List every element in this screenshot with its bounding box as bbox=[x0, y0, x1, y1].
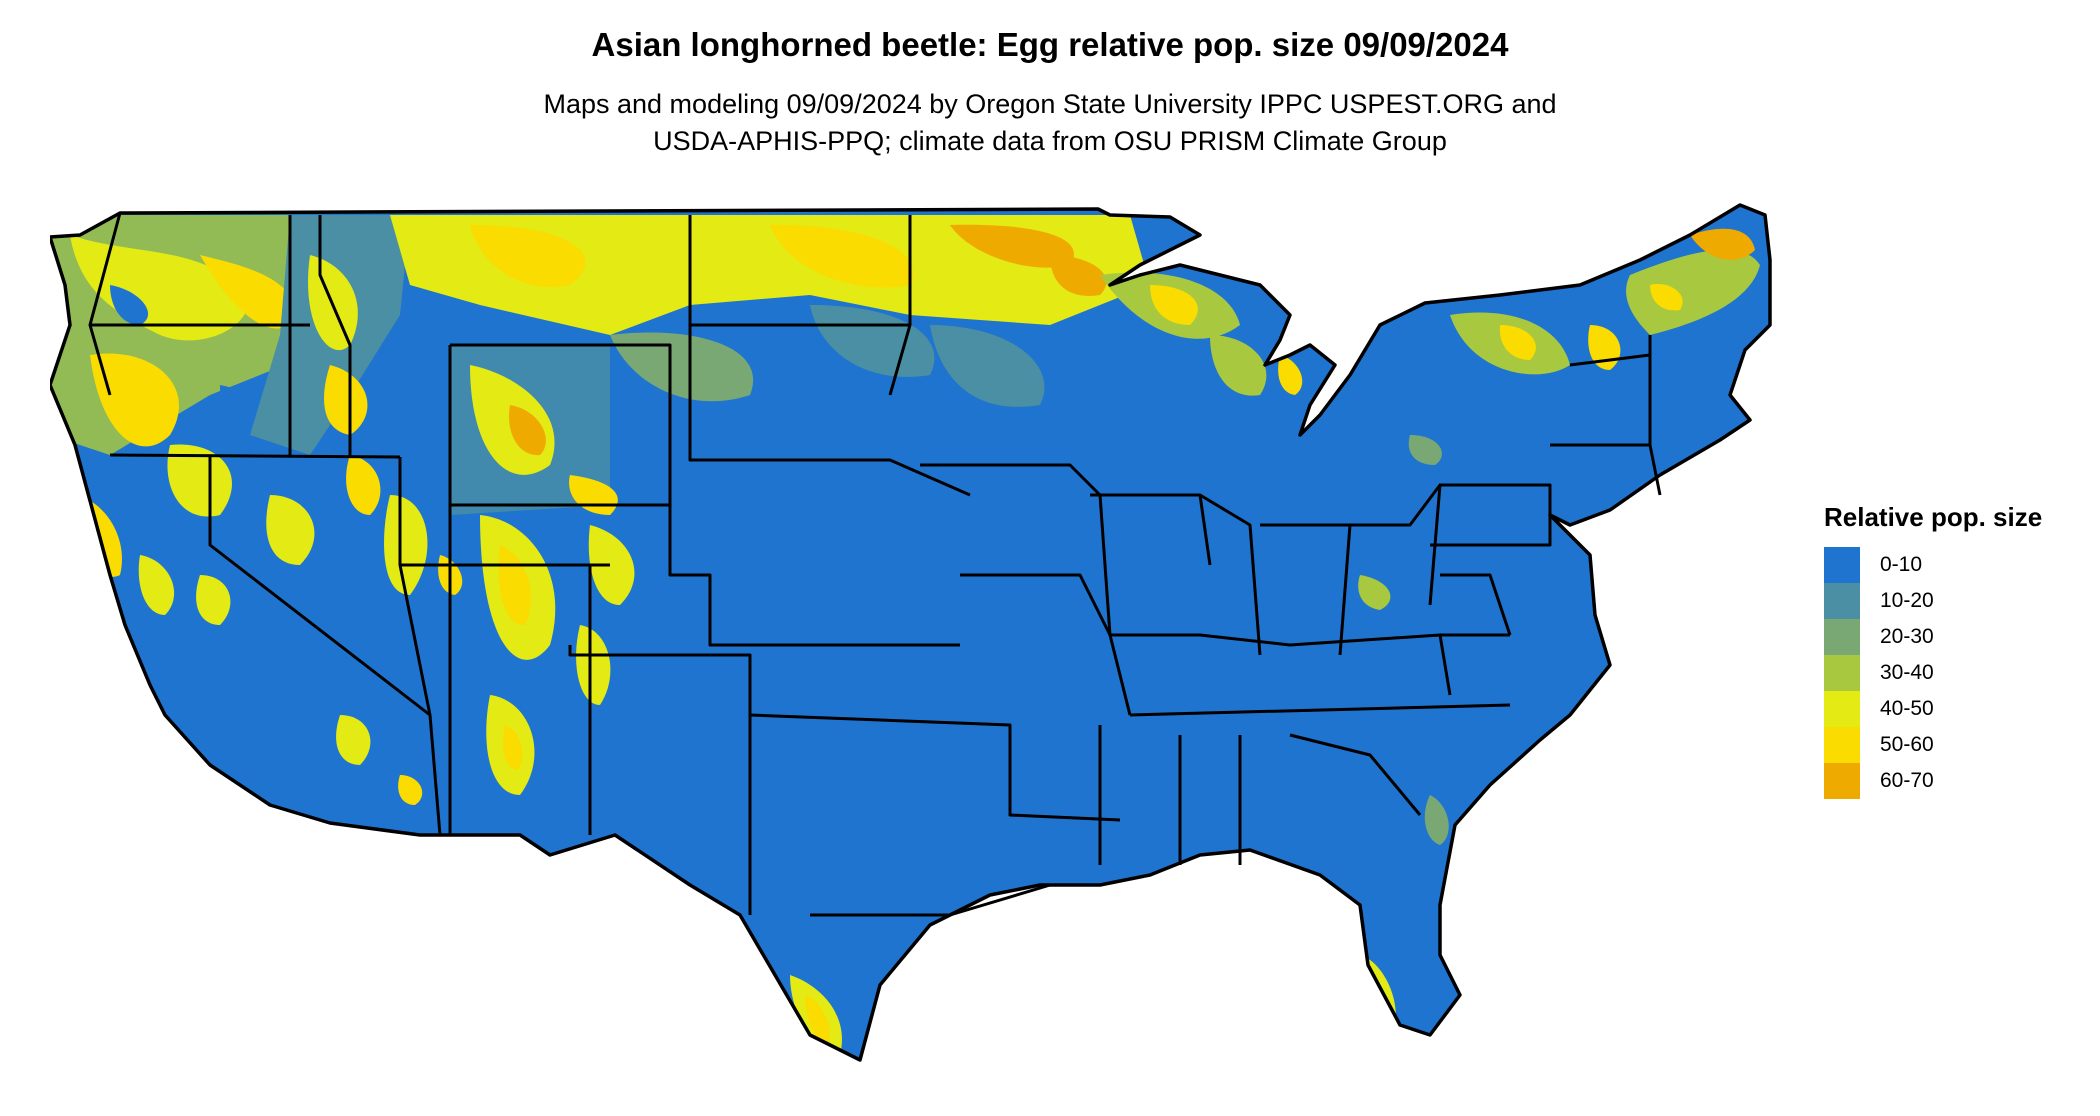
legend-item: 50-60 bbox=[1824, 727, 2042, 763]
legend-swatch bbox=[1824, 583, 1860, 619]
legend-swatch bbox=[1824, 727, 1860, 763]
subtitle-line-2: USDA-APHIS-PPQ; climate data from OSU PR… bbox=[653, 126, 1447, 156]
legend-label: 20-30 bbox=[1880, 625, 1934, 648]
legend-item: 30-40 bbox=[1824, 655, 2042, 691]
legend-item: 60-70 bbox=[1824, 763, 2042, 799]
legend-swatch bbox=[1824, 655, 1860, 691]
legend-swatch bbox=[1824, 763, 1860, 799]
map-title: Asian longhorned beetle: Egg relative po… bbox=[591, 26, 1509, 63]
legend-label: 50-60 bbox=[1880, 733, 1934, 756]
legend-label: 0-10 bbox=[1880, 553, 1923, 576]
legend-label: 10-20 bbox=[1880, 589, 1934, 612]
legend-label: 60-70 bbox=[1880, 769, 1934, 792]
legend-swatch bbox=[1824, 691, 1860, 727]
legend-label: 30-40 bbox=[1880, 661, 1934, 684]
legend-item: 10-20 bbox=[1824, 583, 2042, 619]
us-map bbox=[50, 203, 1772, 1062]
legend-swatch bbox=[1824, 547, 1860, 583]
legend-title: Relative pop. size bbox=[1824, 502, 2043, 532]
legend-item: 40-50 bbox=[1824, 691, 2042, 727]
legend-item: 0-10 bbox=[1824, 547, 2042, 583]
legend-swatch bbox=[1824, 619, 1860, 655]
subtitle-line-1: Maps and modeling 09/09/2024 by Oregon S… bbox=[543, 89, 1557, 119]
legend-item: 20-30 bbox=[1824, 619, 2042, 655]
legend: Relative pop. size 0-10 10-20 20-30 30-4… bbox=[1824, 502, 2042, 799]
legend-label: 40-50 bbox=[1880, 697, 1934, 720]
map-subtitle: Maps and modeling 09/09/2024 by Oregon S… bbox=[0, 86, 2100, 160]
